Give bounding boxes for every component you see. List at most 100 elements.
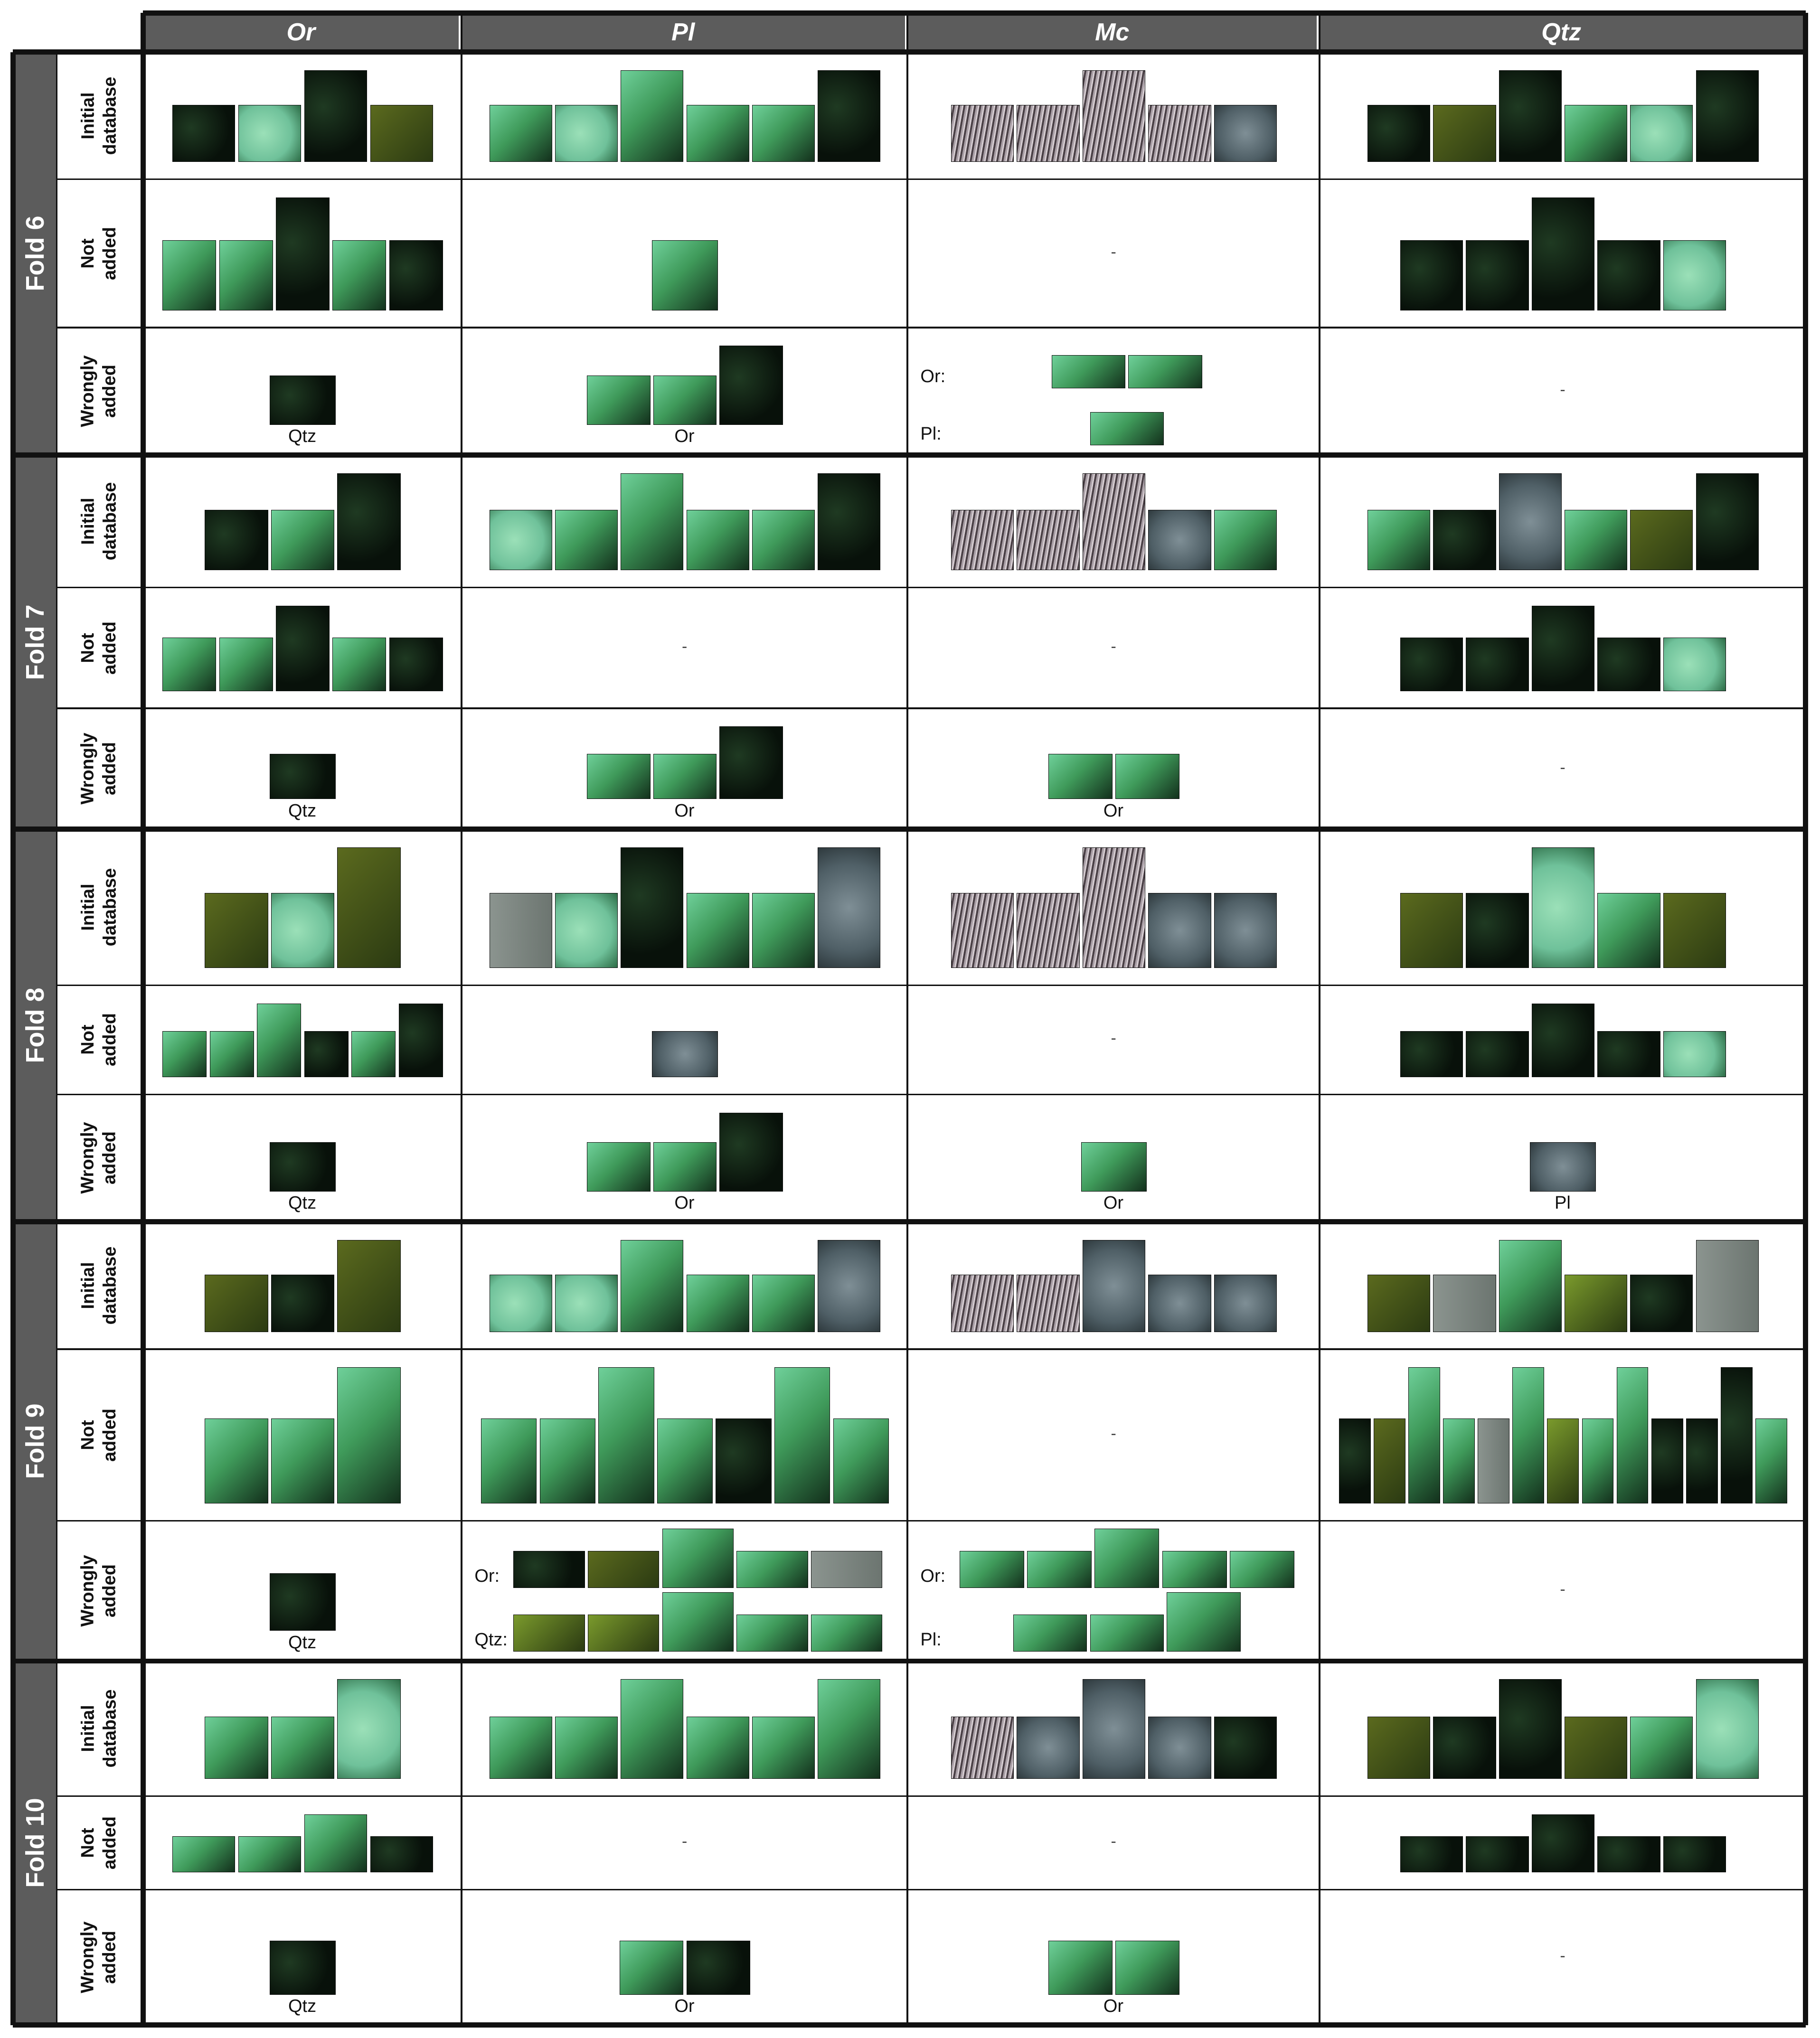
mineral-thumbnail xyxy=(1663,892,1726,968)
fold-label: Fold 8 xyxy=(20,987,49,1063)
mineral-thumbnail xyxy=(1017,1274,1080,1332)
mineral-thumbnail xyxy=(1148,1717,1211,1779)
grid-line xyxy=(56,52,57,2025)
mineral-thumbnail xyxy=(1466,240,1529,310)
mineral-thumbnail xyxy=(489,509,552,571)
column-header-or: Or xyxy=(143,13,459,52)
cell-or-initial xyxy=(143,1661,462,1796)
mineral-thumbnail xyxy=(719,346,783,425)
caption-label: Or xyxy=(674,800,695,821)
grid-line xyxy=(57,1889,1806,1891)
row-label-text: Not added xyxy=(78,1013,120,1067)
cell-qtz-wrongly: Pl xyxy=(1320,1094,1806,1221)
grid-line xyxy=(461,13,462,2025)
mineral-thumbnail xyxy=(513,1550,585,1588)
mineral-thumbnail xyxy=(257,1003,302,1077)
mineral-thumbnail xyxy=(172,1836,236,1873)
mineral-thumbnail xyxy=(621,1679,684,1779)
empty-marker: - xyxy=(1111,1832,1116,1851)
mineral-thumbnail xyxy=(818,847,881,968)
cell-or-not_added xyxy=(143,985,462,1094)
mineral-thumbnail xyxy=(1565,1274,1628,1332)
cell-pl-wrongly: Or xyxy=(462,708,907,829)
mineral-thumbnail xyxy=(481,1418,537,1503)
mineral-thumbnail xyxy=(587,1142,651,1192)
empty-marker: - xyxy=(682,1832,688,1851)
mineral-thumbnail xyxy=(818,473,881,571)
cell-mc-wrongly: Or xyxy=(907,708,1320,829)
cell-or-not_added xyxy=(143,588,462,709)
mineral-thumbnail xyxy=(588,1614,660,1652)
caption-label: Or xyxy=(1103,800,1124,821)
mineral-thumbnail xyxy=(1082,1679,1146,1779)
cell-or-wrongly: Qtz xyxy=(143,708,462,829)
grid-line xyxy=(57,984,1806,986)
mineral-thumbnail xyxy=(271,1418,335,1503)
mineral-thumbnail xyxy=(1214,509,1277,571)
mineral-thumbnail xyxy=(1565,509,1628,571)
mineral-thumbnail xyxy=(351,1031,396,1077)
fold-label: Fold 7 xyxy=(20,604,49,680)
mineral-thumbnail xyxy=(1433,509,1496,571)
grid-line xyxy=(57,1520,1806,1521)
mineral-thumbnail xyxy=(1017,1717,1080,1779)
mineral-thumbnail xyxy=(1499,70,1562,162)
grid-line xyxy=(140,13,146,2025)
mineral-thumbnail xyxy=(653,375,717,425)
row-label-wrongly: Wrongly added xyxy=(57,1889,141,2025)
mineral-thumbnail xyxy=(1443,1418,1475,1503)
mineral-thumbnail xyxy=(1148,104,1211,162)
mineral-thumbnail xyxy=(1081,1142,1147,1192)
mineral-thumbnail xyxy=(1531,197,1595,310)
mineral-thumbnail xyxy=(1115,1940,1179,1995)
mineral-thumbnail xyxy=(1400,240,1463,310)
mineral-thumbnail xyxy=(271,1717,335,1779)
mineral-thumbnail xyxy=(653,753,717,799)
cell-qtz-wrongly: - xyxy=(1320,708,1806,829)
mineral-thumbnail xyxy=(1400,638,1463,691)
mineral-thumbnail xyxy=(598,1367,654,1503)
column-header-qtz: Qtz xyxy=(1319,13,1803,52)
mineral-thumbnail xyxy=(653,1142,717,1192)
mineral-thumbnail xyxy=(1094,1528,1160,1588)
mineral-thumbnail xyxy=(1214,892,1277,968)
mineral-thumbnail xyxy=(1367,1274,1431,1332)
grid-line xyxy=(13,826,1806,832)
mineral-thumbnail xyxy=(1082,847,1146,968)
mineral-thumbnail xyxy=(1616,1367,1649,1503)
mineral-thumbnail xyxy=(270,1940,336,1995)
grid-line xyxy=(1319,13,1320,2025)
caption-label: Or xyxy=(1103,1193,1124,1213)
cell-qtz-initial xyxy=(1320,1661,1806,1796)
mineral-thumbnail xyxy=(219,240,273,310)
fold-label: Fold 10 xyxy=(20,1798,49,1888)
mineral-thumbnail xyxy=(818,70,881,162)
mineral-thumbnail xyxy=(652,1031,718,1077)
column-header-pl: Pl xyxy=(461,13,905,52)
grid-line xyxy=(906,13,908,2025)
row-label-not_added: Not added xyxy=(57,1796,141,1890)
grid-line xyxy=(13,2022,1806,2028)
fold-band xyxy=(13,455,57,829)
grid-line xyxy=(10,52,16,2025)
mineral-thumbnail xyxy=(811,1614,883,1652)
mineral-thumbnail xyxy=(332,240,387,310)
grid-line xyxy=(13,1219,1806,1225)
mineral-thumbnail xyxy=(1433,104,1496,162)
row-label-wrongly: Wrongly added xyxy=(57,708,141,829)
mineral-thumbnail xyxy=(270,375,336,425)
mineral-thumbnail xyxy=(205,1717,268,1779)
row-label-text: Not added xyxy=(78,621,120,675)
cell-qtz-wrongly: - xyxy=(1320,328,1806,455)
mineral-thumbnail xyxy=(662,1592,734,1652)
grid-line xyxy=(13,49,1806,55)
mineral-thumbnail xyxy=(337,1367,401,1503)
mineral-thumbnail xyxy=(1367,509,1431,571)
mineral-thumbnail xyxy=(1630,104,1693,162)
mineral-thumbnail xyxy=(1547,1418,1579,1503)
mineral-thumbnail xyxy=(686,1717,749,1779)
mineral-thumbnail xyxy=(370,104,434,162)
cell-mc-initial xyxy=(907,1661,1320,1796)
row-label-text: Initial database xyxy=(78,76,120,155)
empty-marker: - xyxy=(1560,1580,1565,1599)
